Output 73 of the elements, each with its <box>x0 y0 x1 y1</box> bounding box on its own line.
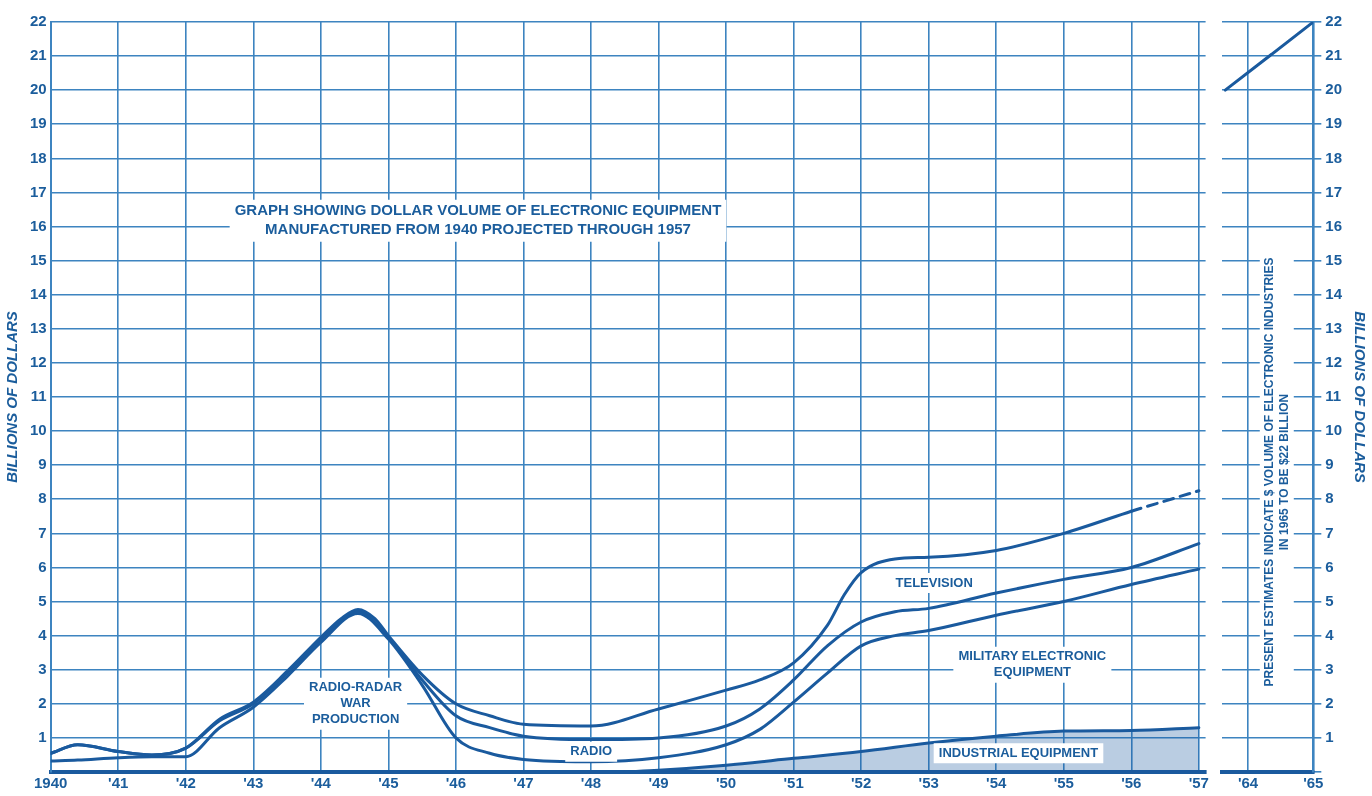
y-tick-label: 4 <box>38 625 48 643</box>
y-tick-label: 5 <box>1325 591 1334 609</box>
x-tick-label: '41 <box>108 774 129 792</box>
y-tick-label: 12 <box>30 353 47 371</box>
y-tick-label: 6 <box>1325 557 1334 575</box>
y-tick-label: 17 <box>1325 182 1342 200</box>
annotation: RADIO-RADAR WAR PRODUCTION <box>308 679 403 727</box>
x-tick-label: '50 <box>715 774 737 792</box>
y-tick-label: 22 <box>1325 12 1342 30</box>
x-tick-label: '65 <box>1303 774 1324 792</box>
y-tick-label: 6 <box>38 557 47 575</box>
annotation: TELEVISION <box>895 574 973 590</box>
y-tick-label: 7 <box>38 523 47 541</box>
y-tick-label: 9 <box>1325 455 1334 473</box>
text: GRAPH SHOWING DOLLAR VOLUME OF ELECTRONIC EQUIPMENT MANUFACTURED FROM 1940 PROJECTED THROUGH 1957 <box>234 201 722 238</box>
annotation: PRESENT ESTIMATES INDICATE $ VOLUME OF ELECTRONIC INDUSTRIES IN 1965 TO BE $22 BILLION <box>1261 257 1291 687</box>
y-axis-title: BILLIONS OF DOLLARS <box>3 311 21 483</box>
x-tick-label: '45 <box>378 774 399 792</box>
y-tick-label: 9 <box>38 455 47 473</box>
annotation: RADIO <box>570 743 613 759</box>
y-tick-label: 10 <box>30 421 47 439</box>
x-tick-label: '56 <box>1121 774 1142 792</box>
y-tick-label: 3 <box>1325 659 1334 677</box>
y-tick-label: 18 <box>30 148 47 166</box>
y-tick-label: 2 <box>1325 693 1334 711</box>
y-tick-label: 10 <box>1325 421 1342 439</box>
y-tick-label: 15 <box>30 250 47 268</box>
y-tick-label: 8 <box>38 489 47 507</box>
y-tick-label: 13 <box>30 318 47 336</box>
y-tick-label: 11 <box>1325 387 1342 405</box>
y-tick-label: 11 <box>30 387 47 405</box>
x-tick-label: '51 <box>783 774 804 792</box>
y-axis-title: BILLIONS OF DOLLARS <box>1351 311 1369 483</box>
y-tick-label: 20 <box>30 80 47 98</box>
y-tick-label: 20 <box>1325 80 1342 98</box>
y-tick-label: 1 <box>38 728 47 746</box>
y-tick-label: 16 <box>30 216 47 234</box>
x-tick-label: '44 <box>310 774 332 792</box>
annotation: INDUSTRIAL EQUIPMENT <box>938 744 1099 760</box>
x-tick-label: '49 <box>648 774 669 792</box>
x-tick-label: '42 <box>175 774 196 792</box>
y-tick-label: 22 <box>30 12 47 30</box>
y-tick-label: 1 <box>1325 728 1334 746</box>
y-tick-label: 16 <box>1325 216 1342 234</box>
x-tick-label: '53 <box>918 774 939 792</box>
y-tick-label: 19 <box>30 114 47 132</box>
x-tick-label: '47 <box>513 774 534 792</box>
x-tick-label: '46 <box>445 774 467 792</box>
y-tick-label: 14 <box>1325 284 1343 302</box>
x-tick-label: '54 <box>986 774 1007 792</box>
y-tick-label: 4 <box>1325 625 1335 643</box>
y-tick-label: 8 <box>1325 489 1334 507</box>
y-tick-label: 12 <box>1325 353 1342 371</box>
annotation: MILITARY ELECTRONIC EQUIPMENT <box>958 648 1107 680</box>
x-tick-label: '57 <box>1188 774 1209 792</box>
x-tick-label: '52 <box>851 774 872 792</box>
y-tick-label: 3 <box>38 659 47 677</box>
y-tick-label: 15 <box>1325 250 1342 268</box>
y-tick-label: 2 <box>38 693 47 711</box>
y-tick-label: 7 <box>1325 523 1334 541</box>
y-tick-label: 21 <box>30 46 47 64</box>
x-tick-label: 1940 <box>34 774 68 792</box>
x-tick-label: '48 <box>580 774 602 792</box>
y-tick-label: 17 <box>30 182 47 200</box>
y-tick-label: 21 <box>1325 46 1342 64</box>
x-tick-label: '55 <box>1053 774 1074 792</box>
y-tick-label: 13 <box>1325 318 1342 336</box>
y-tick-label: 14 <box>30 284 48 302</box>
y-tick-label: 18 <box>1325 148 1342 166</box>
x-tick-label: '64 <box>1237 774 1259 792</box>
y-tick-label: 19 <box>1325 114 1342 132</box>
y-tick-label: 5 <box>38 591 47 609</box>
x-tick-label: '43 <box>243 774 264 792</box>
